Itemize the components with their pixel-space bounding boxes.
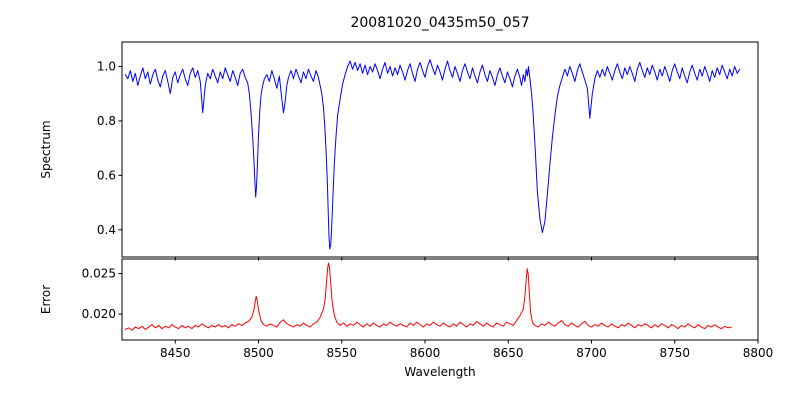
x-tick-label: 8450	[160, 346, 191, 360]
x-tick-label: 8600	[410, 346, 441, 360]
page-title: 20081020_0435m50_057	[350, 15, 529, 31]
axes-frame	[121, 41, 759, 258]
x-axis-title: Wavelength	[404, 365, 475, 379]
y-tick-label: 0.025	[82, 267, 116, 281]
x-tick-label: 8550	[326, 346, 357, 360]
y-tick-label: 0.4	[97, 223, 116, 237]
y-tick-label: 0.8	[97, 114, 116, 128]
axes-frame	[121, 258, 759, 341]
y-tick-label: 1.0	[97, 59, 116, 73]
x-tick-label: 8800	[743, 346, 774, 360]
y-axis-title: Error	[39, 285, 53, 314]
x-tick-label: 8700	[576, 346, 607, 360]
data-series-line	[124, 59, 741, 250]
data-series-line	[124, 262, 732, 331]
y-tick-label: 0.6	[97, 168, 116, 182]
x-tick-label: 8650	[493, 346, 524, 360]
y-tick-label: 0.020	[82, 307, 116, 321]
y-axis-title: Spectrum	[39, 120, 53, 178]
error-panel: 0.020 0.025 8450 8500 8550 8600 8650 8700 8750 88…	[39, 258, 774, 379]
x-tick-label: 8500	[243, 346, 274, 360]
x-tick-label: 8750	[659, 346, 690, 360]
